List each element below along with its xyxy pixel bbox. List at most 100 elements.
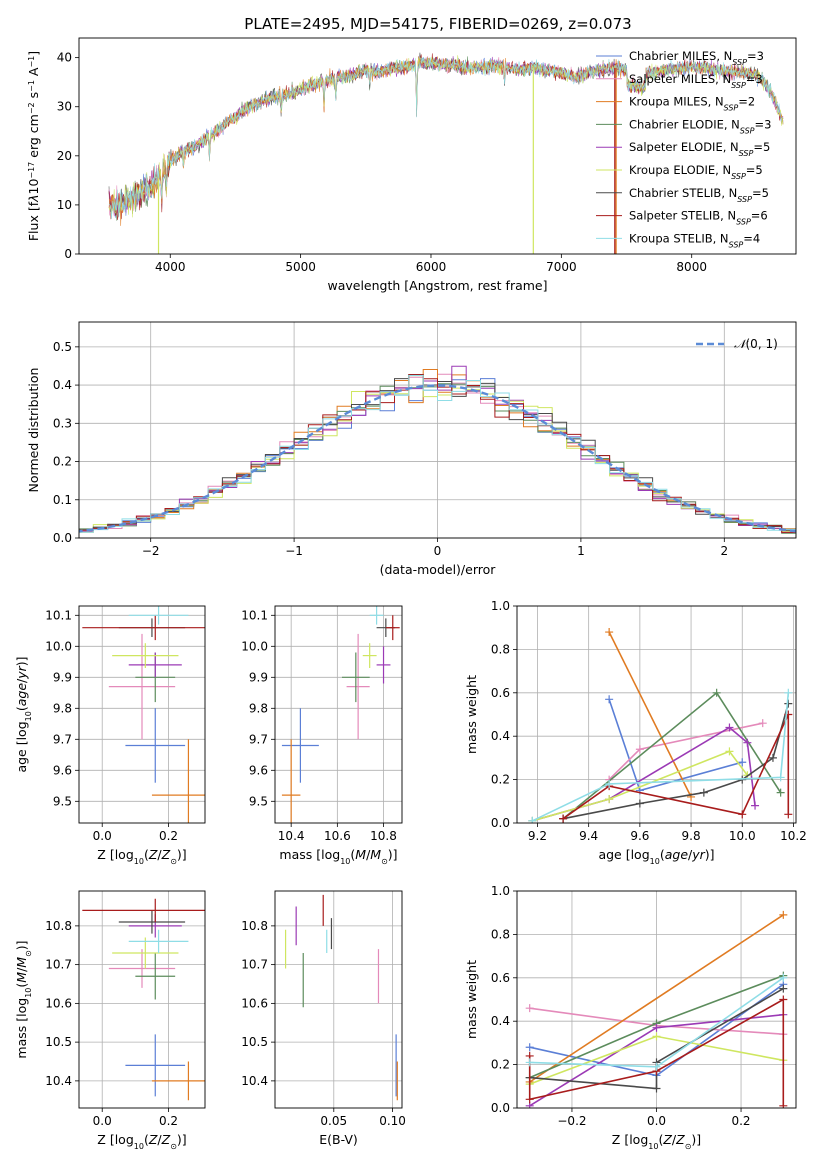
weight-marker bbox=[725, 723, 734, 732]
age_vs_Z-plot-area bbox=[82, 606, 205, 823]
age_vs_mass-ytick-label: 9.9 bbox=[249, 670, 268, 684]
mass_vs_Z-ytick-label: 10.7 bbox=[45, 958, 72, 972]
spectrum-xlabel: wavelength [Angstrom, rest frame] bbox=[327, 278, 547, 293]
weight_vs_age-xtick-label: 9.8 bbox=[682, 829, 701, 843]
mass_vs_ebv-ytick-label: 10.8 bbox=[241, 919, 268, 933]
residuals-xtick-label: 1 bbox=[577, 544, 585, 558]
age_vs_mass-ytick-label: 9.7 bbox=[249, 732, 268, 746]
weight_vs_Z-ylabel: mass weight bbox=[464, 960, 479, 1039]
mass_vs_ebv-plot-area bbox=[284, 894, 398, 1101]
spectrum-ytick-label: 30 bbox=[57, 100, 72, 114]
weight-marker bbox=[779, 910, 788, 919]
legend-label: Salpeter STELIB, NSSP=6 bbox=[629, 209, 768, 227]
errorbar-point bbox=[362, 643, 377, 668]
errorbar-point bbox=[125, 1034, 186, 1097]
figure-title: PLATE=2495, MJD=54175, FIBERID=0269, z=0… bbox=[244, 15, 631, 33]
age_vs_Z-ytick-label: 9.6 bbox=[53, 763, 72, 777]
errorbar-point bbox=[125, 708, 186, 783]
weight-marker bbox=[635, 799, 644, 808]
residuals-plot-area bbox=[79, 365, 796, 537]
residuals-ytick-label: 0.1 bbox=[53, 493, 72, 507]
age_vs_Z-frame bbox=[78, 605, 206, 824]
weight-marker bbox=[712, 688, 721, 697]
age_vs_Z-ylabel: age [log10(age/yr)] bbox=[14, 656, 33, 772]
weight-marker bbox=[652, 1062, 661, 1071]
residuals-xtick-label: −1 bbox=[285, 544, 303, 558]
spectrum-ytick-label: 20 bbox=[57, 149, 72, 163]
spectrum-ytick-label: 10 bbox=[57, 198, 72, 212]
age_vs_mass-xlabel: mass [log10(M/M⊙)] bbox=[279, 847, 397, 866]
spectrum-ytick-label: 0 bbox=[64, 247, 72, 261]
mass_vs_ebv-xtick-label: 0.05 bbox=[320, 1114, 347, 1128]
weight_vs_age-xtick-label: 9.6 bbox=[630, 829, 649, 843]
weight-marker bbox=[743, 738, 752, 747]
weight-line-kroupa-elodie bbox=[532, 750, 749, 822]
errorbar-point bbox=[112, 643, 179, 668]
weight-marker bbox=[652, 1084, 661, 1093]
errorbar-point bbox=[281, 708, 319, 783]
residuals-xtick-label: 2 bbox=[720, 544, 728, 558]
mass_vs_ebv-ytick-label: 10.6 bbox=[241, 996, 268, 1010]
errorbar-point bbox=[112, 937, 179, 969]
weight-marker bbox=[784, 810, 793, 819]
errorbar-point bbox=[82, 615, 205, 641]
weight-marker bbox=[779, 1101, 788, 1108]
mass_vs_Z-ytick-label: 10.4 bbox=[45, 1074, 72, 1088]
age_vs_mass-axes: 10.4 10.6 10.8 9.5 9.6 9.7 9.8 9.9 10.0 10.1 bbox=[241, 606, 402, 843]
weight_vs_Z-plot-area bbox=[525, 910, 788, 1108]
errorbar-point bbox=[281, 739, 301, 823]
legend-label: Kroupa MILES, NSSP=2 bbox=[629, 95, 755, 113]
age_vs_mass-xtick-label: 10.4 bbox=[278, 829, 305, 843]
weight_vs_Z-ytick-label: 0.4 bbox=[491, 1014, 510, 1028]
weight_vs_Z-axes: −0.2 0.0 0.2 0.0 0.2 0.4 0.6 0.8 1.0 bbox=[491, 884, 796, 1128]
residuals-xlabel: (data-model)/error bbox=[380, 562, 497, 577]
errorbar-point bbox=[346, 633, 370, 740]
spectrum-xtick-label: 8000 bbox=[676, 260, 707, 274]
errorbar-point bbox=[128, 929, 189, 953]
weight-marker bbox=[784, 688, 793, 697]
weight-marker bbox=[758, 719, 767, 728]
legend-label: Kroupa STELIB, NSSP=4 bbox=[629, 231, 760, 249]
spectrum-xtick-label: 4000 bbox=[155, 260, 186, 274]
age_vs_Z-ytick-label: 9.7 bbox=[53, 732, 72, 746]
residuals-ytick-label: 0.3 bbox=[53, 416, 72, 430]
weight-marker bbox=[699, 788, 708, 797]
weight_vs_age-ytick-label: 0.8 bbox=[491, 642, 510, 656]
weight_vs_age-ytick-label: 1.0 bbox=[491, 599, 510, 613]
weight_vs_Z-xlabel: Z [log10(Z/Z⊙)] bbox=[612, 1132, 701, 1151]
age_vs_Z-xtick-label: 0.0 bbox=[93, 829, 112, 843]
weight_vs_Z-ytick-label: 0.2 bbox=[491, 1058, 510, 1072]
weight_vs_Z-ytick-label: 1.0 bbox=[491, 884, 510, 898]
weight-line-chabrier-stelib bbox=[562, 703, 790, 820]
weight-marker bbox=[525, 1043, 534, 1052]
weight_vs_age-axes: 9.2 9.4 9.6 9.8 10.0 10.2 0.0 0.2 0.4 0.6 0.8 1.0 bbox=[491, 599, 807, 843]
weight-marker bbox=[779, 984, 788, 993]
mass_vs_ebv-axes: 0.05 0.10 10.4 10.5 10.6 10.7 10.8 bbox=[241, 891, 406, 1128]
legend-label: Salpeter ELODIE, NSSP=5 bbox=[629, 140, 770, 158]
errorbar-point bbox=[151, 739, 205, 823]
errorbar-point bbox=[369, 606, 384, 625]
weight_vs_Z-frame bbox=[516, 890, 797, 1109]
weight_vs_Z-xtick-label: 0.0 bbox=[647, 1114, 666, 1128]
errorbar-point bbox=[82, 898, 205, 922]
spectrum-frame bbox=[78, 37, 797, 255]
weight_vs_Z-ytick-label: 0.0 bbox=[491, 1101, 510, 1115]
weight-marker bbox=[605, 628, 614, 637]
spectrum-ytick-label: 40 bbox=[57, 51, 72, 65]
legend-label: Chabrier MILES, NSSP=3 bbox=[629, 49, 764, 67]
errorbar-point bbox=[108, 633, 176, 740]
errorbar-point bbox=[128, 606, 189, 625]
mass_vs_Z-xlabel: Z [log10(Z/Z⊙)] bbox=[97, 1132, 186, 1151]
weight_vs_age-ytick-label: 0.0 bbox=[491, 816, 510, 830]
weight-marker bbox=[652, 1023, 661, 1032]
weight-marker bbox=[652, 1032, 661, 1041]
age_vs_Z-ytick-label: 9.8 bbox=[53, 701, 72, 715]
weight-marker bbox=[779, 995, 788, 1004]
age_vs_mass-ytick-label: 9.6 bbox=[249, 763, 268, 777]
weight-marker bbox=[725, 747, 734, 756]
errorbar-point bbox=[151, 1061, 205, 1101]
weight-marker bbox=[605, 795, 614, 804]
weight_vs_age-ylabel: mass weight bbox=[464, 675, 479, 754]
weight_vs_age-xtick-label: 9.4 bbox=[579, 829, 598, 843]
